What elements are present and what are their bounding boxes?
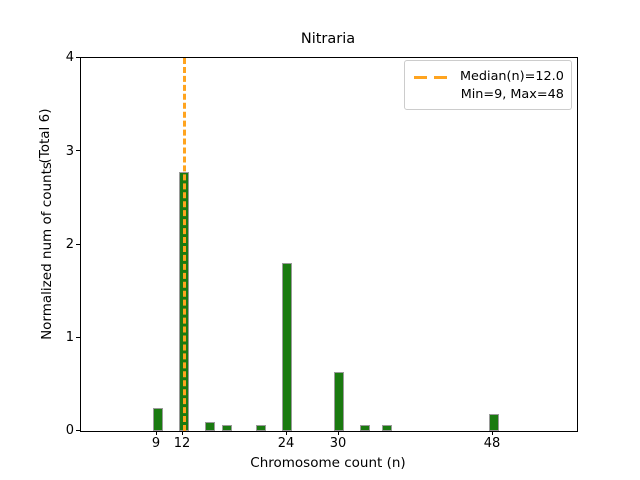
ytick-label-0: 0 — [65, 423, 74, 438]
ytick-label-3: 3 — [65, 144, 74, 159]
bar-18 — [256, 425, 266, 431]
legend: Median(n)=12.0 Min=9, Max=48 — [404, 60, 572, 110]
ytick-label-1: 1 — [65, 330, 74, 345]
legend-text: Median(n)=12.0 Min=9, Max=48 — [460, 68, 564, 104]
legend-row: Median(n)=12.0 Min=9, Max=48 — [414, 68, 564, 104]
xtick-mark-24 — [286, 431, 287, 435]
bar-33 — [360, 425, 370, 431]
x-axis-label: Chromosome count (n) — [250, 455, 406, 471]
xtick-mark-48 — [492, 431, 493, 435]
bar-35-5 — [382, 425, 392, 431]
bar-48 — [489, 414, 499, 431]
xtick-mark-12 — [182, 431, 183, 435]
plot-inner — [81, 58, 577, 431]
ytick-mark-4 — [76, 57, 80, 58]
ytick-label-4: 4 — [65, 50, 74, 65]
xtick-label-24: 24 — [277, 436, 295, 451]
ytick-mark-3 — [76, 150, 80, 151]
xtick-label-12: 12 — [173, 436, 191, 451]
xtick-label-9: 9 — [151, 436, 161, 451]
median-line — [183, 58, 186, 431]
plot-area — [80, 57, 578, 432]
legend-entry-median: Median(n)=12.0 — [460, 69, 564, 84]
bar-9 — [153, 407, 163, 431]
xtick-label-48: 48 — [483, 436, 501, 451]
page-title: Nitraria — [300, 31, 356, 47]
bar-15 — [222, 425, 232, 431]
ytick-mark-1 — [76, 337, 80, 338]
median-dashed-line-icon — [414, 69, 450, 85]
bar-13-5 — [205, 421, 215, 431]
ytick-mark-2 — [76, 244, 80, 245]
y-axis-total-label: (Total 6) — [37, 108, 53, 164]
bar-30 — [334, 372, 344, 431]
xtick-label-30: 30 — [329, 436, 347, 451]
bar-24 — [282, 263, 292, 431]
xtick-mark-30 — [338, 431, 339, 435]
legend-entry-minmax: Min=9, Max=48 — [460, 87, 564, 102]
ytick-mark-0 — [76, 430, 80, 431]
xtick-mark-9 — [156, 431, 157, 435]
ytick-label-2: 2 — [65, 237, 74, 252]
